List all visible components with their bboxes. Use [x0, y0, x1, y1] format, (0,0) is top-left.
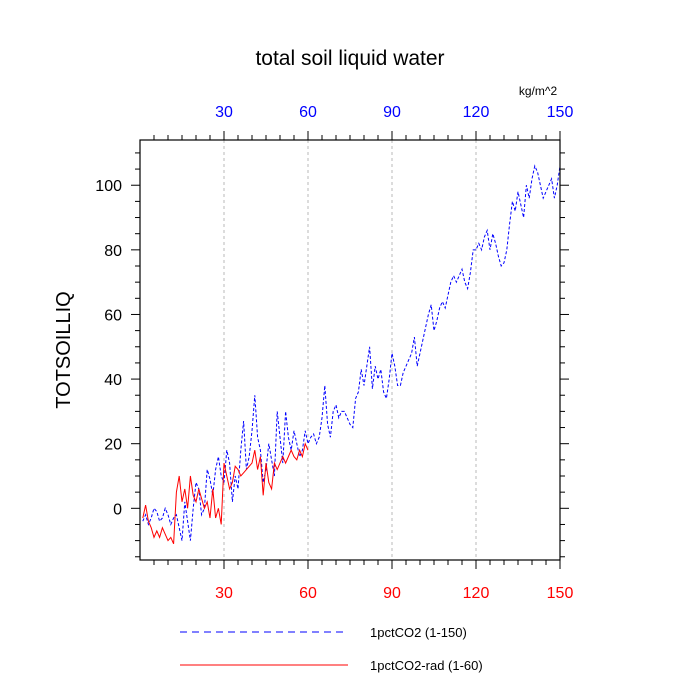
plot-frame [139, 139, 561, 561]
y-axis-label: TOTSOILLIQ [53, 291, 75, 408]
axis-ticks [131, 131, 569, 569]
x-tick-label-bottom-120: 120 [463, 585, 490, 602]
x-tick-label-bottom-90: 90 [383, 585, 401, 602]
x-tick-label-top-30: 30 [215, 104, 233, 121]
x-tick-label-bottom-60: 60 [299, 585, 317, 602]
legend-label-0: 1pctCO2 (1-150) [370, 625, 467, 640]
legend-label-1: 1pctCO2-rad (1-60) [370, 658, 483, 673]
plot-border [139, 139, 561, 561]
legend: 1pctCO2 (1-150) 1pctCO2-rad (1-60) [180, 625, 483, 673]
y-tick-label-40: 40 [104, 372, 122, 389]
x-tick-label-top-150: 150 [547, 104, 574, 121]
y-tick-label-80: 80 [104, 243, 122, 260]
series-lines [142, 164, 561, 545]
x-tick-label-top-90: 90 [383, 104, 401, 121]
y-tick-label-60: 60 [104, 307, 122, 324]
x-tick-label-bottom-30: 30 [215, 585, 233, 602]
y-tick-label-20: 20 [104, 437, 122, 454]
y-tick-label-0: 0 [113, 501, 122, 518]
units-label: kg/m^2 [519, 84, 558, 98]
x-tick-label-bottom-150: 150 [547, 585, 574, 602]
tick-labels: 30 30 60 60 90 90 120 120 150 150 0 20 40 60 80 100 [95, 104, 573, 602]
x-tick-label-top-120: 120 [463, 104, 490, 121]
y-tick-label-100: 100 [95, 178, 122, 195]
x-tick-label-top-60: 60 [299, 104, 317, 121]
chart-title: total soil liquid water [255, 47, 444, 70]
series-line-1 [142, 442, 309, 545]
series-line-0 [142, 164, 561, 541]
grid-lines [223, 140, 477, 560]
